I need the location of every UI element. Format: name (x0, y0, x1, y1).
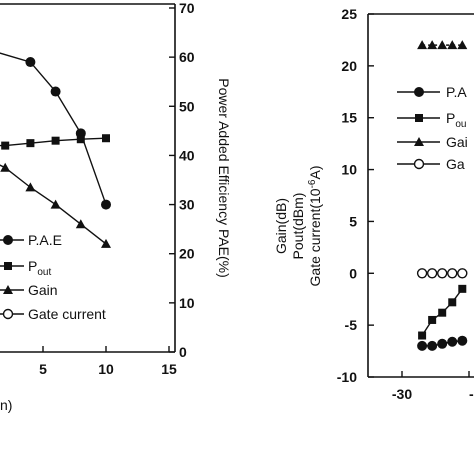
right-x-tick-label: -2 (469, 386, 474, 402)
right-y-tick-label: 25 (341, 6, 357, 22)
left-x-tick-label: 5 (39, 361, 47, 377)
right-data-point (447, 40, 458, 50)
right-data-point (447, 268, 458, 279)
left-legend-marker (4, 262, 12, 270)
left-data-point (76, 135, 85, 144)
right-legend-label: P.A (446, 84, 467, 100)
right-legend-marker (414, 87, 424, 97)
right-y-title-line-3-main: Gate current(10 (307, 188, 323, 286)
right-data-point (416, 268, 428, 279)
right-data-point (428, 315, 437, 324)
left-y-tick-label: 20 (179, 246, 195, 262)
left-x-tick-label: 15 (161, 361, 177, 377)
left-y-tick-label: 70 (179, 0, 195, 16)
right-data-point (437, 40, 448, 50)
right-data-point (447, 336, 458, 347)
left-data-point (102, 134, 110, 143)
right-y-title-line-1: Gain(dB) (273, 198, 289, 254)
left-series-line (0, 52, 107, 205)
right-y-title-line-3-sup: -6 (307, 179, 318, 188)
right-legend-label: Gai (446, 134, 468, 150)
left-y-tick-label: 40 (179, 147, 195, 163)
right-y-title-line-2: Pout(dBm) (290, 193, 306, 260)
left-chart-legend: P.A.E Pout Gain Gate current (0, 232, 106, 322)
right-data-point (457, 40, 468, 50)
right-data-point (457, 268, 468, 279)
right-legend-marker (413, 158, 425, 170)
right-legend-marker (414, 137, 424, 146)
left-chart: 5 10 150 10 20 30 40 50 60 70 P.A.E Pout Gain Gate c… (0, 0, 232, 413)
left-legend-label: P.A.E (28, 232, 62, 248)
right-data-point (448, 298, 457, 307)
right-data-point (426, 268, 438, 279)
right-y-title-line-3: Gate current(10-6A) (307, 166, 323, 287)
left-y-tick-label: 60 (179, 49, 195, 65)
right-y-tick-label: 20 (341, 58, 357, 74)
right-data-point (457, 335, 468, 346)
right-chart-legend: P.A Pou Gai Ga (397, 84, 468, 172)
right-data-point (437, 268, 448, 279)
right-data-point (427, 40, 438, 50)
left-chart-ticks: 5 10 150 10 20 30 40 50 60 70 (39, 0, 195, 377)
left-legend-label: Gate current (28, 306, 106, 322)
right-legend-marker (415, 114, 423, 122)
left-x-tick-label: 10 (98, 361, 114, 377)
left-series-line (0, 137, 107, 147)
left-data-point (50, 86, 61, 97)
left-legend-marker (3, 235, 13, 245)
left-legend-label: Gain (28, 282, 58, 298)
right-chart-ticks: 25 20 15 10 5 0 -5 -10 -30 -2 (337, 6, 474, 402)
right-data-point (458, 284, 467, 293)
right-legend-label: Pou (446, 110, 466, 130)
right-data-point (438, 308, 447, 317)
right-y-tick-label: -5 (345, 317, 358, 333)
left-legend-label: Pout (28, 258, 51, 278)
left-chart-y-axis-title: Power Added Efficiency PAE(%) (216, 78, 232, 277)
right-data-point (417, 340, 428, 351)
left-legend-label-subscript: out (37, 267, 51, 278)
right-chart: 25 20 15 10 5 0 -5 -10 -30 -2 P.A Pou Gai Ga Gain(dB… (273, 6, 474, 402)
left-y-tick-label: 30 (179, 197, 195, 213)
left-data-point (0, 162, 11, 172)
left-legend-marker (3, 285, 13, 294)
left-data-point (101, 238, 111, 248)
right-y-tick-label: -10 (337, 369, 357, 385)
left-data-point (25, 57, 36, 68)
right-data-point (427, 340, 438, 351)
left-y-tick-label: 10 (179, 295, 195, 311)
right-data-point (417, 40, 428, 50)
right-chart-y-axis-title: Gain(dB) Pout(dBm) Gate current(10-6A) (273, 166, 323, 287)
left-data-point (75, 219, 86, 229)
right-y-tick-label: 5 (349, 213, 357, 229)
right-chart-series (416, 40, 468, 351)
right-y-tick-label: 10 (341, 162, 357, 178)
right-x-tick-label: -30 (392, 386, 412, 402)
right-data-point (418, 331, 427, 340)
right-data-point (437, 338, 448, 349)
left-data-point (26, 139, 35, 148)
left-data-point (50, 199, 61, 209)
left-chart-x-axis-title-partial: n) (0, 397, 12, 413)
right-y-tick-label: 0 (349, 265, 357, 281)
left-chart-series (0, 52, 111, 248)
right-legend-label: Ga (446, 156, 465, 172)
left-data-point (101, 199, 111, 210)
right-legend-label-subscript: ou (455, 119, 466, 130)
left-y-tick-label: 0 (179, 344, 187, 360)
left-data-point (51, 136, 60, 145)
left-data-point (25, 182, 36, 192)
right-y-title-line-3-end: A) (307, 166, 323, 180)
left-data-point (1, 141, 10, 150)
left-legend-marker (2, 308, 14, 320)
left-y-tick-label: 50 (179, 98, 195, 114)
right-y-tick-label: 15 (341, 110, 357, 126)
left-series-line (0, 164, 107, 245)
